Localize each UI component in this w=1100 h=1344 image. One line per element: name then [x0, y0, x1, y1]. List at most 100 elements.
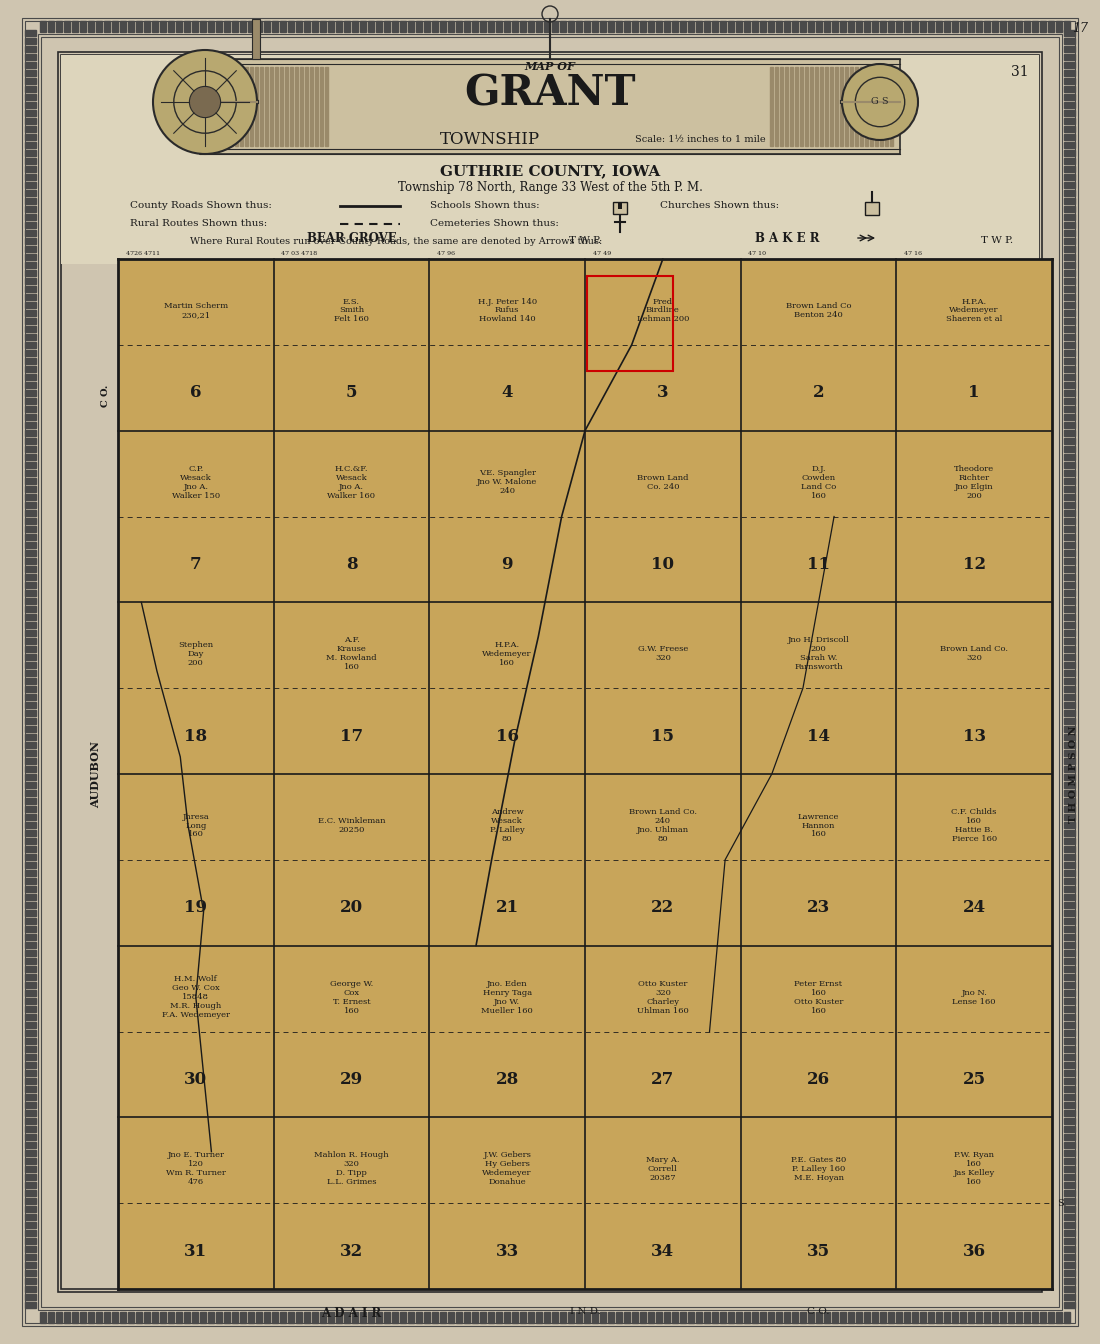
Bar [1064, 1262, 1075, 1267]
Bar [25, 262, 36, 267]
Bar [874, 67, 878, 146]
Bar [25, 1070, 36, 1077]
Bar [805, 67, 808, 146]
Bar [1064, 1150, 1075, 1156]
Bar [160, 1312, 166, 1322]
Bar [696, 1312, 702, 1322]
Bar [25, 1198, 36, 1204]
Bar [25, 406, 36, 413]
Bar [1064, 991, 1075, 996]
Bar [770, 67, 773, 146]
Bar [25, 598, 36, 603]
Bar [488, 22, 494, 32]
Bar [25, 1110, 36, 1116]
Bar [888, 1312, 894, 1322]
Bar [25, 319, 36, 324]
Bar [40, 1312, 46, 1322]
Bar [275, 67, 278, 146]
Bar [376, 22, 382, 32]
Bar [768, 1312, 774, 1322]
Bar [1064, 870, 1075, 876]
Bar [1064, 702, 1075, 708]
Bar [1064, 1062, 1075, 1068]
Bar [664, 22, 670, 32]
Bar [984, 22, 990, 32]
Bar [1064, 1175, 1075, 1180]
Bar [1064, 886, 1075, 892]
Bar [25, 327, 36, 332]
Bar [25, 214, 36, 220]
Bar [128, 22, 134, 32]
Bar [25, 534, 36, 540]
Bar [256, 22, 262, 32]
Bar [872, 22, 878, 32]
Bar [392, 1312, 398, 1322]
Bar [152, 22, 158, 32]
Bar [1064, 470, 1075, 476]
Bar [528, 1312, 534, 1322]
Bar [672, 1312, 678, 1322]
Bar [25, 430, 36, 435]
Bar [1064, 1086, 1075, 1091]
Bar [25, 910, 36, 917]
Bar [25, 646, 36, 652]
Bar [1064, 1270, 1075, 1275]
Text: C.F. Childs
160
Hattie B.
Pierce 160: C.F. Childs 160 Hattie B. Pierce 160 [952, 808, 997, 843]
Bar [1064, 726, 1075, 732]
Bar [1000, 22, 1006, 32]
Bar [816, 1312, 822, 1322]
Bar [728, 1312, 734, 1322]
Text: 25: 25 [962, 1071, 986, 1089]
Bar [1064, 86, 1075, 91]
Bar [25, 894, 36, 900]
Bar [664, 1312, 670, 1322]
Bar [800, 67, 803, 146]
Bar [320, 67, 323, 146]
Bar [160, 22, 166, 32]
Bar [264, 1312, 270, 1322]
Bar [1064, 982, 1075, 988]
Bar [848, 22, 854, 32]
Text: Andrew
Wesack
P. Lalley
80: Andrew Wesack P. Lalley 80 [490, 808, 525, 843]
Bar [1064, 310, 1075, 316]
Text: 9: 9 [502, 556, 513, 573]
Bar [255, 67, 258, 146]
Text: 4: 4 [502, 384, 513, 402]
Bar [504, 22, 510, 32]
Bar [25, 1246, 36, 1253]
Text: Scale: 1½ inches to 1 mile: Scale: 1½ inches to 1 mile [635, 134, 766, 144]
Bar [25, 886, 36, 892]
Bar [1000, 1312, 1006, 1322]
Bar [336, 22, 342, 32]
Bar [1064, 374, 1075, 380]
Text: Peter Ernst
160
Otto Kuster
160: Peter Ernst 160 Otto Kuster 160 [794, 980, 844, 1015]
Bar [712, 1312, 718, 1322]
Bar [25, 574, 36, 581]
Bar [1064, 110, 1075, 116]
Bar [448, 1312, 454, 1322]
Bar [648, 22, 654, 32]
Text: J.W. Gebers
Hy Gebers
Wedemeyer
Donahue: J.W. Gebers Hy Gebers Wedemeyer Donahue [483, 1152, 532, 1187]
Bar [25, 118, 36, 124]
Bar [472, 22, 478, 32]
Bar [25, 1030, 36, 1036]
Bar [25, 54, 36, 60]
Bar [25, 238, 36, 245]
Text: Brown Land Co.
240
Jno. Uhlman
80: Brown Land Co. 240 Jno. Uhlman 80 [629, 808, 696, 843]
Bar [25, 542, 36, 548]
Bar [58, 52, 1042, 1292]
Bar [1064, 134, 1075, 140]
Text: 24: 24 [962, 899, 986, 917]
Bar [288, 1312, 294, 1322]
Bar [968, 1312, 974, 1322]
Bar [208, 1312, 214, 1322]
Bar [1064, 918, 1075, 925]
Bar [855, 67, 858, 146]
Bar [896, 22, 902, 32]
Bar [25, 358, 36, 364]
Text: Otto Kuster
320
Charley
Uhlman 160: Otto Kuster 320 Charley Uhlman 160 [637, 980, 689, 1015]
Bar [1064, 1159, 1075, 1164]
Bar [1064, 358, 1075, 364]
Bar [240, 67, 243, 146]
Bar [25, 462, 36, 468]
